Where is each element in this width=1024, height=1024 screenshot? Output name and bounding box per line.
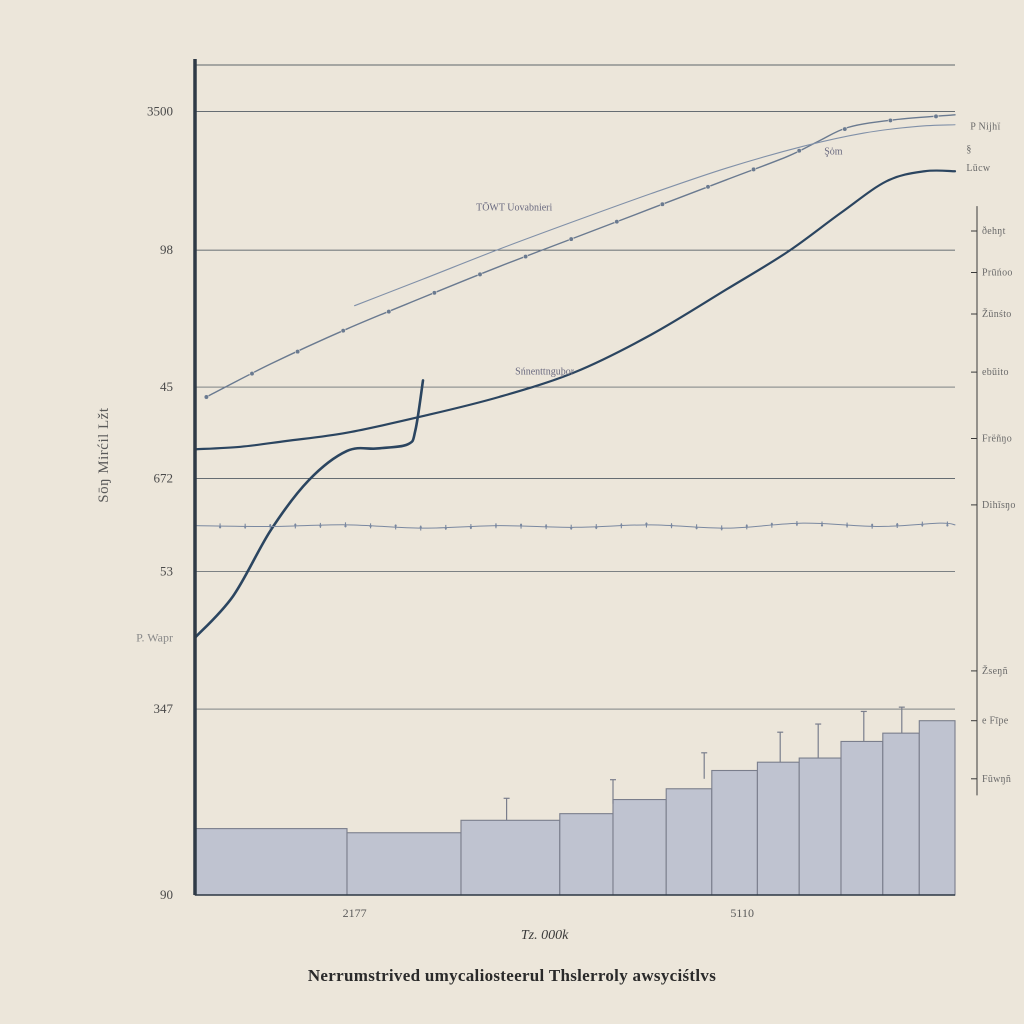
y-low-label: P. Wapr xyxy=(136,631,173,645)
bar xyxy=(195,829,347,895)
chart-svg: ðehŋt Prūńoo Žūnśto ebūito Frëñŋo Dihīsŋo Žseŋ… xyxy=(0,0,1024,1024)
series-marker-dot xyxy=(796,523,798,525)
right-axis-label: Dihīsŋo xyxy=(982,500,1016,511)
series-marker-dot xyxy=(319,525,321,527)
series-marker-dot xyxy=(771,523,773,525)
series-marker-dot xyxy=(520,524,522,526)
y-tick-label: 45 xyxy=(160,379,173,394)
series-marker-dot xyxy=(545,525,547,527)
series-end-label: P Nijhï xyxy=(970,122,1000,133)
bar xyxy=(757,762,799,895)
series-marker-dot xyxy=(495,524,497,526)
bar xyxy=(919,721,955,895)
series-marker-dot xyxy=(570,527,572,529)
series-marker-dot xyxy=(871,524,873,526)
series-label: TŌWT Uovabnieri xyxy=(476,201,552,213)
series-end-label: Lūcw xyxy=(966,163,990,174)
y-tick-label: 90 xyxy=(160,887,173,902)
bar xyxy=(712,771,758,896)
series-marker-dot xyxy=(645,523,647,525)
series-end-label: § xyxy=(966,144,971,155)
series-marker-dot xyxy=(219,526,221,528)
series-marker-dot xyxy=(896,524,898,526)
right-axis-label: ðehŋt xyxy=(982,226,1006,237)
bar xyxy=(883,733,919,895)
series-marker-dot xyxy=(269,524,271,526)
bar xyxy=(799,758,841,895)
series-marker-dot xyxy=(846,524,848,526)
series-marker xyxy=(523,254,528,259)
right-axis-label: Prūńoo xyxy=(982,268,1013,279)
series-marker xyxy=(934,114,939,119)
series-marker xyxy=(250,371,255,376)
chart-canvas: ðehŋt Prūńoo Žūnśto ebūito Frëñŋo Dihīsŋo Žseŋ… xyxy=(0,0,1024,1024)
series-marker xyxy=(432,291,437,296)
right-axis-label: Frëñŋo xyxy=(982,434,1012,445)
bar xyxy=(666,789,712,895)
series-marker-dot xyxy=(244,526,246,528)
series-marker-dot xyxy=(395,525,397,527)
series-marker xyxy=(843,127,848,132)
series-marker-dot xyxy=(670,525,672,527)
y-tick-label: 98 xyxy=(160,242,173,257)
bar xyxy=(613,800,666,895)
bar xyxy=(560,814,613,895)
series-marker xyxy=(569,237,574,242)
series-marker xyxy=(660,202,665,207)
series-marker-dot xyxy=(696,527,698,529)
series-marker-dot xyxy=(620,524,622,526)
series-marker-dot xyxy=(921,524,923,526)
bar xyxy=(461,820,560,895)
series-marker-dot xyxy=(946,524,948,526)
series-marker-dot xyxy=(294,524,296,526)
series-marker xyxy=(478,272,483,277)
series-marker xyxy=(888,118,893,123)
chart-title: Nerrumstrived umycaliosteerul Thslerroly… xyxy=(308,966,716,985)
y-tick-label: 347 xyxy=(154,701,174,716)
series-marker-dot xyxy=(721,527,723,529)
right-axis-label: ebūito xyxy=(982,367,1009,378)
right-axis-label: Žūnśto xyxy=(982,308,1012,320)
series-marker-dot xyxy=(595,527,597,529)
y-tick-label: 672 xyxy=(154,470,174,485)
series-marker xyxy=(341,328,346,333)
series-label: Şȯm xyxy=(824,147,843,158)
y-tick-label: 3500 xyxy=(147,103,173,118)
series-marker-dot xyxy=(746,525,748,527)
series-marker xyxy=(751,167,756,172)
series-marker xyxy=(615,219,620,224)
bar xyxy=(841,741,883,895)
right-axis-label: e Fīpe xyxy=(982,716,1009,727)
y-axis-title: Sōŋ Mirćil Lžt xyxy=(96,407,112,503)
x-axis-subtitle: Tz. 000k xyxy=(521,928,569,943)
series-marker-dot xyxy=(445,527,447,529)
series-marker-dot xyxy=(821,524,823,526)
x-tick-label: 5110 xyxy=(730,906,754,920)
series-marker-dot xyxy=(344,525,346,527)
series-marker xyxy=(797,148,802,153)
series-label: Sńnenttnguþor xyxy=(515,367,575,378)
right-axis-label: Žseŋñ xyxy=(982,665,1008,677)
series-marker-dot xyxy=(369,525,371,527)
right-axis-label: Fûwŋñ xyxy=(982,774,1011,785)
y-tick-label: 53 xyxy=(160,563,173,578)
series-marker-dot xyxy=(420,526,422,528)
series-marker xyxy=(204,395,209,400)
series-marker xyxy=(295,349,300,354)
x-tick-label: 2177 xyxy=(343,906,367,920)
series-marker xyxy=(706,185,711,190)
series-marker-dot xyxy=(470,527,472,529)
bar xyxy=(347,833,461,895)
series-marker xyxy=(387,309,392,314)
